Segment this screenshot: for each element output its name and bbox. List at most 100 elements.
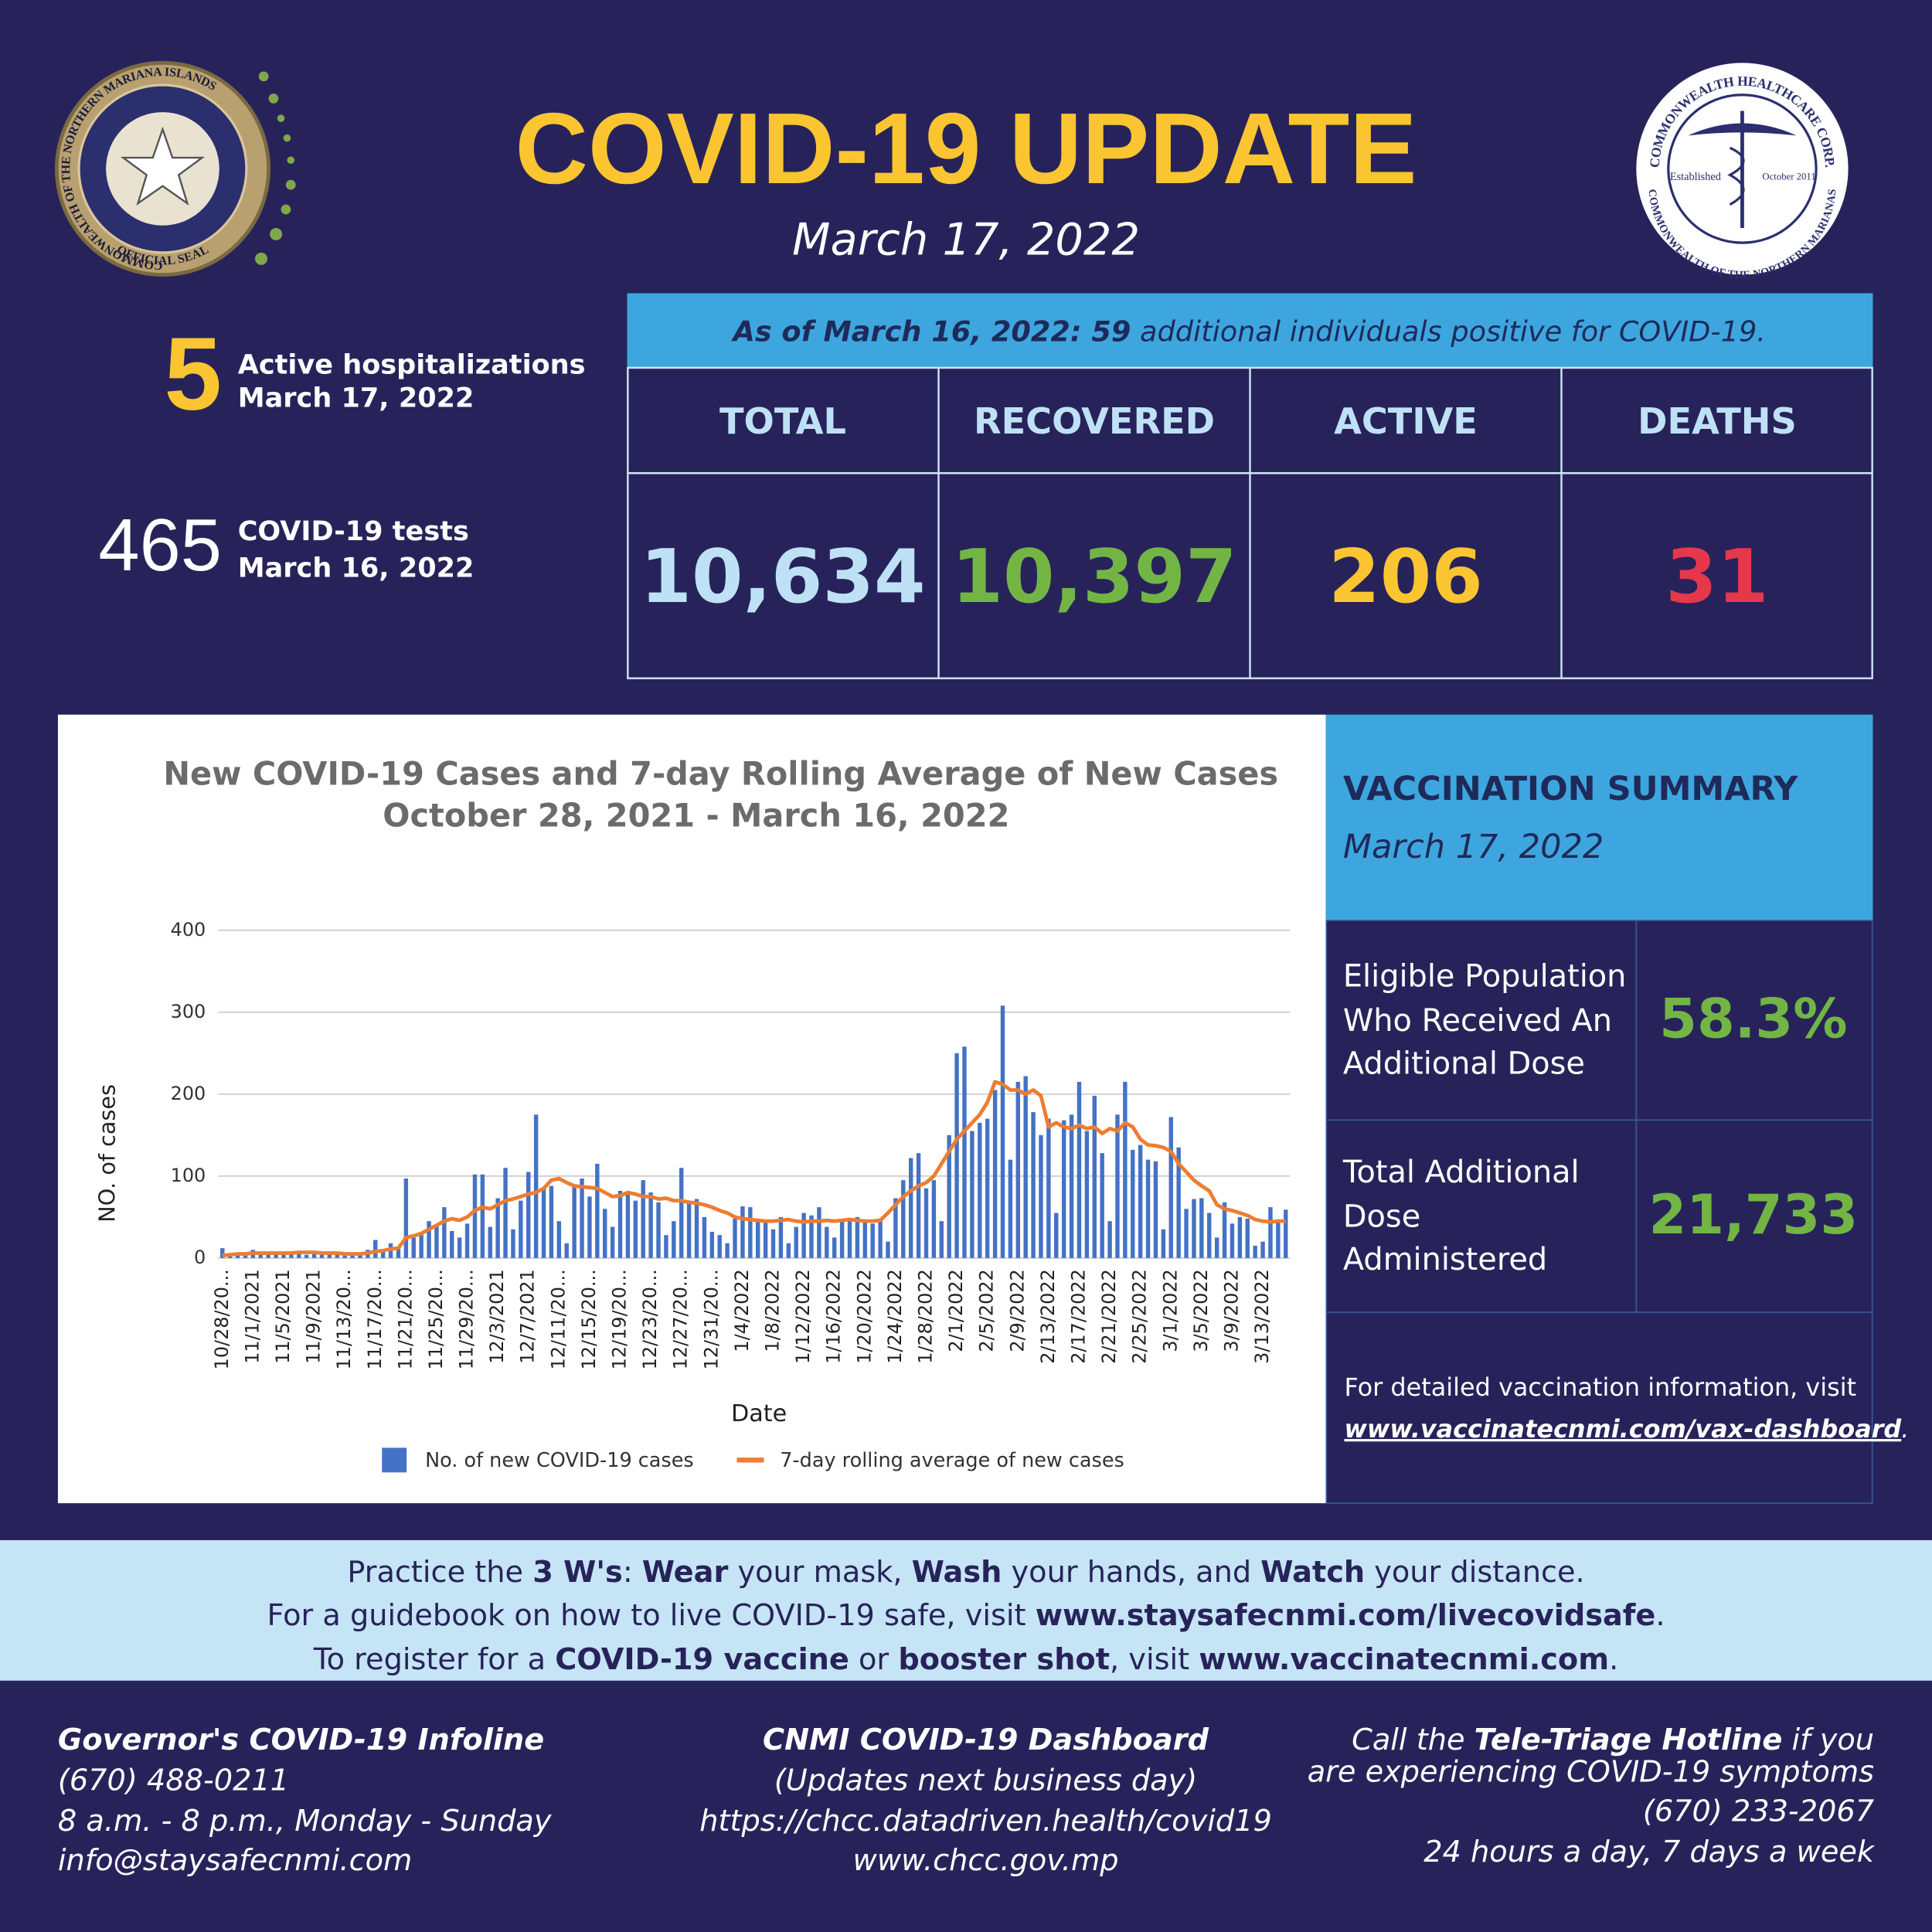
text-segment: www.chcc.gov.mp xyxy=(853,1843,1119,1878)
tip-line: To register for a COVID-19 vaccine or bo… xyxy=(313,1642,1618,1677)
bar xyxy=(801,1213,806,1258)
bar xyxy=(304,1254,309,1258)
bar xyxy=(748,1207,753,1258)
bar xyxy=(694,1199,699,1258)
x-tick-label: 2/1/2022 xyxy=(945,1269,967,1352)
bar xyxy=(580,1179,584,1258)
bar xyxy=(342,1255,347,1258)
bar xyxy=(1176,1147,1181,1258)
text-segment: or xyxy=(849,1642,898,1677)
table-value: 10,397 xyxy=(951,533,1236,620)
bar xyxy=(947,1134,951,1258)
bar xyxy=(403,1179,409,1258)
date: March 17, 2022 xyxy=(792,214,1140,266)
text-segment: Call the xyxy=(1352,1722,1475,1757)
bar xyxy=(419,1231,423,1258)
y-tick-label: 0 xyxy=(194,1247,206,1268)
bar xyxy=(1092,1095,1097,1258)
bar xyxy=(1284,1209,1288,1258)
bar xyxy=(1237,1216,1243,1258)
legend-label: No. of new COVID-19 cases xyxy=(425,1449,694,1472)
bar xyxy=(1054,1213,1059,1258)
bar xyxy=(564,1243,569,1258)
bar xyxy=(533,1114,539,1258)
bar xyxy=(878,1221,883,1258)
legend-swatch xyxy=(382,1447,407,1473)
seal-left: COMMONWEALTH OF THE NORTHERN MARIANA ISL… xyxy=(54,60,296,277)
chart-panel xyxy=(57,714,1326,1504)
bar xyxy=(740,1206,745,1258)
bar xyxy=(1046,1118,1051,1258)
text-segment: Governor's COVID-19 Infoline xyxy=(58,1722,544,1757)
footer-line: (670) 488-0211 xyxy=(58,1763,289,1798)
x-tick-label: 10/28/20... xyxy=(211,1269,233,1369)
x-tick-label: 3/1/2022 xyxy=(1159,1269,1181,1352)
text-segment: COVID-19 vaccine xyxy=(555,1642,849,1677)
bar xyxy=(778,1216,784,1258)
bar xyxy=(763,1221,768,1258)
text-segment: your hands, and xyxy=(1002,1555,1260,1590)
x-tick-label: 12/27/20... xyxy=(670,1269,692,1369)
text-segment: additional individuals positive for COVI… xyxy=(1131,315,1766,348)
x-tick-label: 11/21/20... xyxy=(394,1269,416,1369)
x-tick-label: 11/25/20... xyxy=(425,1269,447,1369)
bar xyxy=(335,1254,339,1258)
x-tick-label: 11/5/2021 xyxy=(272,1269,294,1364)
x-tick-label: 2/9/2022 xyxy=(1006,1269,1028,1352)
bar xyxy=(434,1225,439,1258)
bar xyxy=(862,1221,868,1258)
x-tick-label: 11/1/2021 xyxy=(241,1269,263,1364)
bar xyxy=(289,1253,294,1258)
tip-line: For a guidebook on how to live COVID-19 … xyxy=(267,1597,1665,1632)
bar xyxy=(1276,1221,1281,1258)
bar xyxy=(396,1248,401,1258)
text-segment: , visit xyxy=(1110,1642,1199,1677)
x-tick-label: 12/31/20... xyxy=(700,1269,722,1369)
y-tick-label: 100 xyxy=(171,1165,206,1186)
bar xyxy=(648,1192,653,1258)
text-segment: 8 a.m. - 8 p.m., Monday - Sunday xyxy=(58,1804,553,1838)
x-tick-label: 11/9/2021 xyxy=(303,1269,325,1364)
tests-label: COVID-19 tests xyxy=(238,515,469,547)
bar xyxy=(1069,1114,1074,1258)
bar xyxy=(464,1223,470,1258)
text-segment: your distance. xyxy=(1365,1555,1585,1590)
bar xyxy=(962,1046,967,1258)
text-segment: . xyxy=(1655,1597,1665,1632)
vaccination-title: VACCINATION SUMMARY xyxy=(1343,770,1798,808)
bar xyxy=(985,1118,990,1258)
bar xyxy=(1138,1145,1143,1258)
x-tick-label: 1/20/2022 xyxy=(853,1269,875,1364)
bar xyxy=(978,1122,982,1258)
x-tick-label: 12/23/20... xyxy=(639,1269,661,1369)
vaccination-header xyxy=(1325,714,1873,921)
bar xyxy=(1245,1218,1250,1258)
footer-line: (Updates next business day) xyxy=(774,1763,1197,1798)
bar xyxy=(916,1153,921,1258)
bar xyxy=(327,1253,332,1258)
chart-title: New COVID-19 Cases and 7-day Rolling Ave… xyxy=(163,755,1278,792)
x-tick-label: 1/8/2022 xyxy=(762,1269,784,1352)
table-value: 206 xyxy=(1328,533,1483,620)
bar xyxy=(235,1255,240,1258)
bar xyxy=(893,1198,898,1258)
text-segment: (670) 488-0211 xyxy=(58,1763,289,1798)
bar xyxy=(610,1226,615,1258)
y-tick-label: 200 xyxy=(171,1083,206,1104)
x-tick-label: 12/11/20... xyxy=(547,1269,569,1369)
text-segment: are experiencing COVID-19 symptoms xyxy=(1308,1754,1874,1789)
bar xyxy=(939,1221,944,1258)
x-tick-label: 11/17/20... xyxy=(364,1269,386,1369)
bar xyxy=(227,1256,233,1258)
text-segment: www.vaccinatecnmi.com xyxy=(1199,1642,1609,1677)
text-segment: 24 hours a day, 7 days a week xyxy=(1423,1834,1876,1869)
x-tick-label: 11/13/20... xyxy=(333,1269,355,1369)
x-tick-label: 1/28/2022 xyxy=(914,1269,936,1364)
x-tick-label: 12/15/20... xyxy=(578,1269,600,1369)
bar xyxy=(633,1200,638,1258)
bar xyxy=(717,1235,722,1258)
text-segment: For a guidebook on how to live COVID-19 … xyxy=(267,1597,1035,1632)
vaccination-label: Additional Dose xyxy=(1343,1046,1585,1082)
vaccination-note: For detailed vaccination information, vi… xyxy=(1344,1372,1856,1402)
